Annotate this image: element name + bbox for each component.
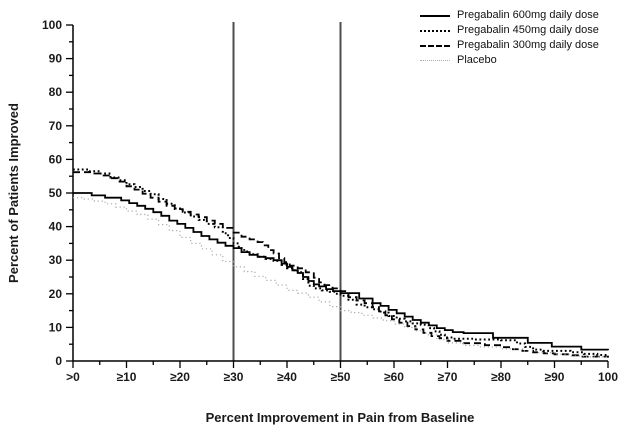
- reference-lines: [232, 22, 342, 361]
- legend-line-fine-dotted-icon: [420, 60, 450, 61]
- y-tick-label: 10: [49, 320, 63, 334]
- x-tick-label: >0: [66, 370, 80, 384]
- legend-item-pregabalin-600: Pregabalin 600mg daily dose: [420, 9, 599, 22]
- y-tick-label: 50: [49, 186, 63, 200]
- series-line-pregabalin-450mg-daily-dose: [73, 168, 609, 356]
- y-tick-label: 60: [49, 152, 63, 166]
- y-tick-label: 30: [49, 253, 63, 267]
- y-axis-title: Percent of Patients Improved: [6, 103, 21, 283]
- x-tick-label: ≥30: [224, 370, 244, 384]
- legend-line-dashed-icon: [420, 44, 450, 47]
- legend-item-pregabalin-450: Pregabalin 450mg daily dose: [420, 24, 599, 37]
- y-tick-label: 80: [49, 85, 63, 99]
- series-line-pregabalin-300mg-daily-dose: [73, 171, 609, 358]
- x-tick-label: ≥60: [384, 370, 404, 384]
- x-tick-label: ≥40: [277, 370, 297, 384]
- x-axis-title: Percent Improvement in Pain from Baselin…: [206, 410, 475, 425]
- y-tick-label: 70: [49, 119, 63, 133]
- legend-label: Placebo: [457, 54, 497, 66]
- y-tick-label: 100: [42, 18, 62, 32]
- y-tick-label: 20: [49, 287, 63, 301]
- x-tick-label: ≥80: [491, 370, 511, 384]
- x-tick-label: 100: [598, 370, 618, 384]
- chart-legend: Pregabalin 600mg daily dose Pregabalin 4…: [420, 9, 599, 67]
- legend-item-placebo: Placebo: [420, 54, 599, 67]
- y-tick-label: 90: [49, 52, 63, 66]
- x-tick-label: ≥10: [117, 370, 137, 384]
- x-tick-label: ≥20: [170, 370, 190, 384]
- x-tick-label: ≥70: [438, 370, 458, 384]
- x-tick-label: ≥50: [331, 370, 351, 384]
- series-lines: [73, 168, 609, 359]
- x-tick-label: ≥90: [545, 370, 565, 384]
- legend-label: Pregabalin 450mg daily dose: [457, 24, 599, 36]
- y-tick-label: 0: [55, 354, 62, 368]
- legend-line-dotted-icon: [420, 29, 450, 32]
- legend-line-solid-icon: [420, 14, 450, 17]
- axes: 0 10 20 30 40 50 60 70 80 90 100 >0 ≥10 ≥20 ≥30 ≥40 ≥50 ≥…: [42, 18, 618, 384]
- legend-label: Pregabalin 300mg daily dose: [457, 39, 599, 51]
- legend-label: Pregabalin 600mg daily dose: [457, 9, 599, 21]
- series-line-pregabalin-600mg-daily-dose: [73, 192, 609, 351]
- legend-item-pregabalin-300: Pregabalin 300mg daily dose: [420, 39, 599, 52]
- y-tick-label: 40: [49, 220, 63, 234]
